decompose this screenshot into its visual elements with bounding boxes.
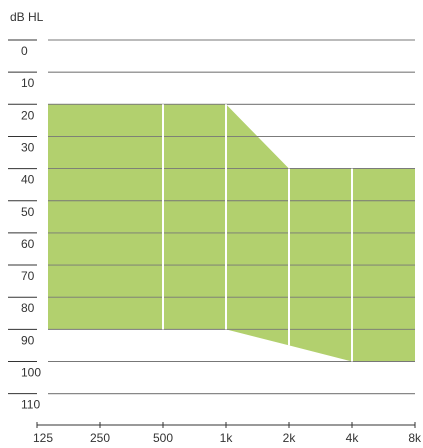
x-tick-label: 2k (283, 431, 297, 445)
y-axis-label: dB HL (10, 10, 44, 24)
y-tick-label: 110 (21, 398, 40, 412)
frequency-dividers (162, 104, 353, 362)
y-tick-label: 20 (21, 108, 35, 122)
x-tick-label: 1k (220, 431, 234, 445)
x-axis: 125 250 500 1k 2k 4k 8k (33, 422, 422, 445)
x-tick-label: 8k (408, 431, 422, 445)
y-tick-label: 100 (21, 366, 41, 380)
y-tick-label: 50 (21, 205, 35, 219)
x-tick-label: 250 (90, 431, 110, 445)
y-tick-label: 70 (21, 269, 35, 283)
y-tick-label: 40 (21, 173, 35, 187)
x-tick-label: 125 (33, 431, 53, 445)
y-tick-label: 10 (21, 76, 35, 90)
x-tick-label: 500 (153, 431, 173, 445)
y-tick-label: 80 (21, 301, 35, 315)
x-tick-label: 4k (346, 431, 360, 445)
y-tick-label: 90 (21, 333, 35, 347)
y-tick-label: 0 (21, 44, 28, 58)
y-tick-label: 30 (21, 140, 35, 154)
hearing-range-band (48, 39, 415, 395)
y-tick-label: 60 (21, 237, 35, 251)
y-tick-labels: 0 10 20 30 40 50 60 70 80 90 100 110 (8, 39, 41, 412)
